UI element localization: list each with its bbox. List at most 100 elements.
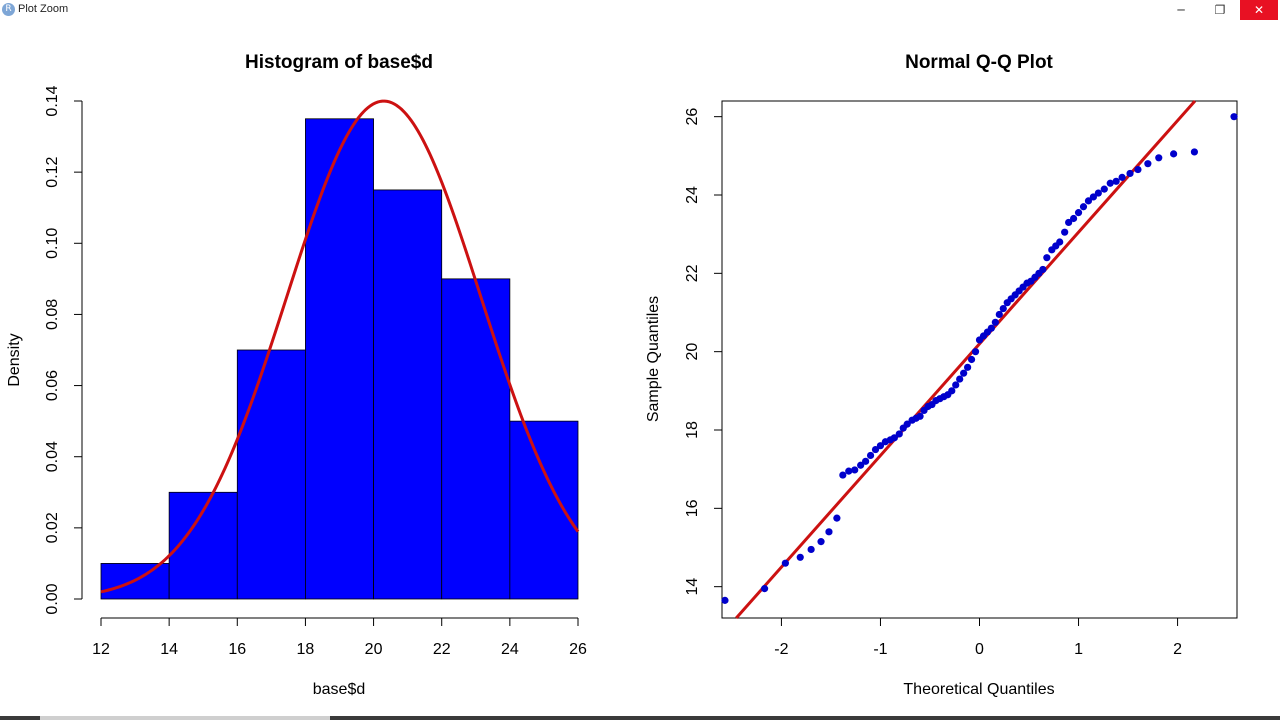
qq-point [825, 528, 833, 536]
qq-ylabel: Sample Quantiles [645, 296, 662, 422]
window-title: Plot Zoom [18, 3, 69, 15]
qq-y-tick-label: 26 [684, 108, 701, 126]
hist-xlabel: base$d [313, 681, 366, 698]
qq-x-tick-label: -2 [774, 641, 788, 658]
minimize-button[interactable]: ─ [1177, 3, 1185, 17]
qq-point [817, 538, 825, 546]
qq-point [895, 430, 903, 438]
qq-y-tick-label: 18 [684, 421, 701, 439]
qq-point [1065, 218, 1073, 227]
hist-y-tick-label: 0.10 [44, 228, 61, 259]
restore-button[interactable]: ❐ [1214, 3, 1226, 17]
qq-point [1106, 179, 1114, 187]
hist-y-tick-label: 0.12 [44, 156, 61, 187]
hist-bar [236, 349, 306, 600]
qq-point [1170, 150, 1178, 158]
plot-area: Histogram of base$d base$d Density 12 14 1… [0, 20, 1280, 720]
hist-ylabel: Density [6, 333, 23, 386]
qq-point [851, 466, 859, 474]
qq-y-tick-label: 22 [684, 264, 701, 282]
qq-point [839, 471, 847, 479]
qq-point [1084, 197, 1093, 205]
qq-point [857, 461, 865, 469]
qq-point [760, 585, 769, 593]
qq-point [871, 445, 880, 454]
qq-point [781, 559, 789, 567]
qq-point [1074, 209, 1083, 217]
qq-point [876, 442, 885, 450]
bottom-edge [0, 716, 1280, 720]
qq-plot-frame [721, 100, 1238, 619]
qq-point [807, 545, 815, 554]
hist-x-tick-label: 18 [297, 641, 315, 658]
qq-point [971, 348, 980, 356]
qq-point [1056, 238, 1064, 246]
qq-point [1100, 185, 1108, 193]
qq-point [721, 596, 729, 604]
qq-point [1061, 228, 1069, 236]
qq-point [866, 451, 875, 460]
hist-y-tick-label: 0.00 [44, 583, 61, 614]
close-button[interactable]: ✕ [1240, 0, 1278, 20]
qq-point [987, 324, 995, 332]
hist-x-tick-label: 24 [501, 641, 519, 658]
qq-point [995, 310, 1003, 319]
qq-point [1094, 189, 1102, 197]
qq-chart: Normal Q-Q Plot Theoretical Quantiles Sa… [645, 52, 1238, 698]
qq-point [833, 514, 841, 522]
bottom-edge-highlight [40, 716, 330, 720]
qq-point [1144, 160, 1152, 168]
qq-point [903, 420, 911, 428]
hist-x-tick-label: 14 [160, 641, 178, 658]
density-curve [100, 99, 580, 594]
qq-point [1118, 173, 1126, 181]
hist-y-tick-label: 0.14 [44, 85, 61, 116]
hist-y-tick-label: 0.06 [44, 370, 61, 401]
qq-x-tick-label: -1 [873, 641, 887, 658]
r-logo-icon: R [2, 3, 15, 16]
qq-reference-line [735, 100, 1197, 619]
qq-y-tick-label: 24 [684, 186, 701, 204]
qq-point [991, 318, 999, 326]
qq-point [862, 457, 870, 465]
qq-point [1112, 177, 1120, 185]
qq-point [1230, 113, 1238, 121]
qq-y-tick-label: 14 [684, 578, 701, 596]
plots-svg: Histogram of base$d base$d Density 12 14 1… [6, 52, 1238, 698]
hist-x-tick-label: 16 [228, 641, 246, 658]
qq-point [796, 553, 804, 561]
hist-axes: 12 14 16 18 20 22 24 26 0.00 0.02 0.04 0.06 0.08 0.10… [44, 85, 587, 658]
qq-point [964, 363, 972, 371]
qq-point [1039, 265, 1047, 274]
qq-point [1089, 193, 1097, 201]
qq-points [721, 113, 1238, 604]
qq-point [956, 375, 964, 383]
qq-x-tick-label: 1 [1074, 641, 1083, 658]
qq-x-tick-label: 0 [975, 641, 984, 658]
qq-point [1134, 165, 1142, 174]
qq-point [999, 304, 1007, 313]
qq-xlabel: Theoretical Quantiles [903, 681, 1054, 698]
qq-point [1069, 214, 1078, 223]
hist-bar [305, 118, 374, 600]
qq-title: Normal Q-Q Plot [905, 52, 1053, 73]
qq-point [890, 434, 898, 442]
qq-point [1126, 169, 1134, 178]
hist-y-tick-label: 0.04 [44, 441, 61, 472]
qq-point [916, 412, 924, 420]
qq-point [845, 467, 853, 475]
hist-x-tick-label: 26 [569, 641, 587, 658]
hist-y-tick-label: 0.02 [44, 512, 61, 543]
hist-x-tick-label: 22 [433, 641, 451, 658]
qq-y-tick-label: 16 [684, 499, 701, 517]
hist-bar [373, 189, 443, 600]
qq-y-tick-label: 20 [684, 343, 701, 361]
qq-point [1155, 154, 1163, 162]
hist-bar [441, 278, 511, 600]
hist-bars [100, 118, 579, 600]
hist-bar [509, 420, 579, 600]
hist-y-tick-label: 0.08 [44, 299, 61, 330]
qq-point [1043, 254, 1051, 262]
qq-point [952, 381, 960, 389]
